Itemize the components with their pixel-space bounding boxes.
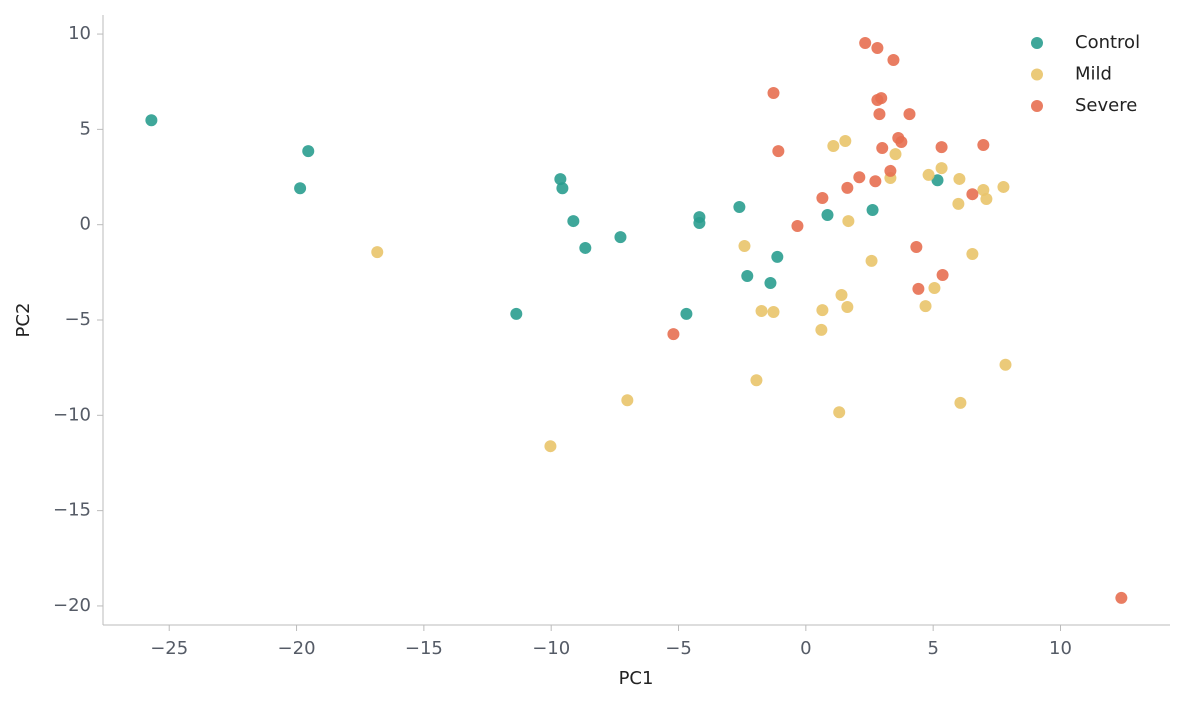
point [733,200,746,213]
point [952,197,965,210]
point [903,108,916,121]
y-tick-label: −5 [64,309,91,330]
point [294,182,307,195]
legend-marker [1031,37,1043,49]
point [871,41,884,54]
point [815,323,828,336]
point [887,53,900,66]
point [953,172,966,185]
point [873,108,886,121]
x-tick-label: 5 [927,638,938,659]
point [816,304,829,317]
x-axis-label: PC1 [619,668,654,689]
point [614,231,627,244]
point [919,300,932,313]
y-tick-label: 5 [80,118,91,139]
point [750,374,763,387]
point [833,406,846,419]
point [869,175,882,188]
point [842,215,855,228]
point [835,289,848,302]
legend-label: Mild [1075,64,1112,85]
legend-marker [1031,100,1043,112]
point [839,135,852,148]
point [841,301,854,314]
x-tick-label: −20 [278,638,316,659]
point [966,248,979,261]
y-tick-label: 10 [68,23,91,44]
point [302,145,315,158]
x-tick-label: −15 [405,638,443,659]
point [755,305,768,318]
point [922,168,935,181]
x-tick-label: −10 [532,638,570,659]
point [544,440,557,453]
point [884,164,897,177]
point [997,180,1010,193]
point [827,139,840,152]
point [554,173,567,186]
x-tick-label: 10 [1049,638,1072,659]
legend-label: Control [1075,32,1140,53]
point [999,358,1012,371]
point [621,394,634,407]
y-tick-label: −20 [53,595,91,616]
point [875,92,888,105]
point [876,142,889,155]
y-axis-label: PC2 [13,303,34,338]
point [936,269,949,282]
point [954,396,967,409]
point [821,208,834,221]
point [935,162,948,175]
point [895,135,908,148]
x-tick-label: −5 [665,638,692,659]
point [579,241,592,254]
point [980,192,993,205]
point [853,171,866,184]
point [791,220,804,233]
legend-marker [1031,68,1043,81]
point [680,307,693,320]
point [865,254,878,267]
point [764,277,777,290]
point [977,139,990,152]
point [667,328,680,341]
point [771,250,784,263]
point [910,240,923,253]
point [556,182,569,195]
y-tick-label: −15 [53,500,91,521]
point [859,37,872,50]
point [767,86,780,99]
point [816,192,829,204]
point [889,148,902,161]
point [935,141,948,154]
point [1115,591,1128,604]
y-tick-label: −10 [53,404,91,425]
point [841,181,854,194]
point [767,305,780,318]
point [510,307,523,320]
point [567,215,580,228]
point [371,246,384,259]
point [772,145,785,158]
point [866,204,879,217]
point [928,281,941,294]
legend-label: Severe [1075,95,1137,116]
x-tick-label: 0 [800,638,811,659]
point [741,269,754,282]
point [966,188,979,201]
point [912,282,925,295]
point [693,216,706,229]
x-tick-label: −25 [150,638,188,659]
point [931,174,944,187]
point [145,114,158,127]
point [738,240,751,253]
y-tick-label: 0 [80,214,91,235]
